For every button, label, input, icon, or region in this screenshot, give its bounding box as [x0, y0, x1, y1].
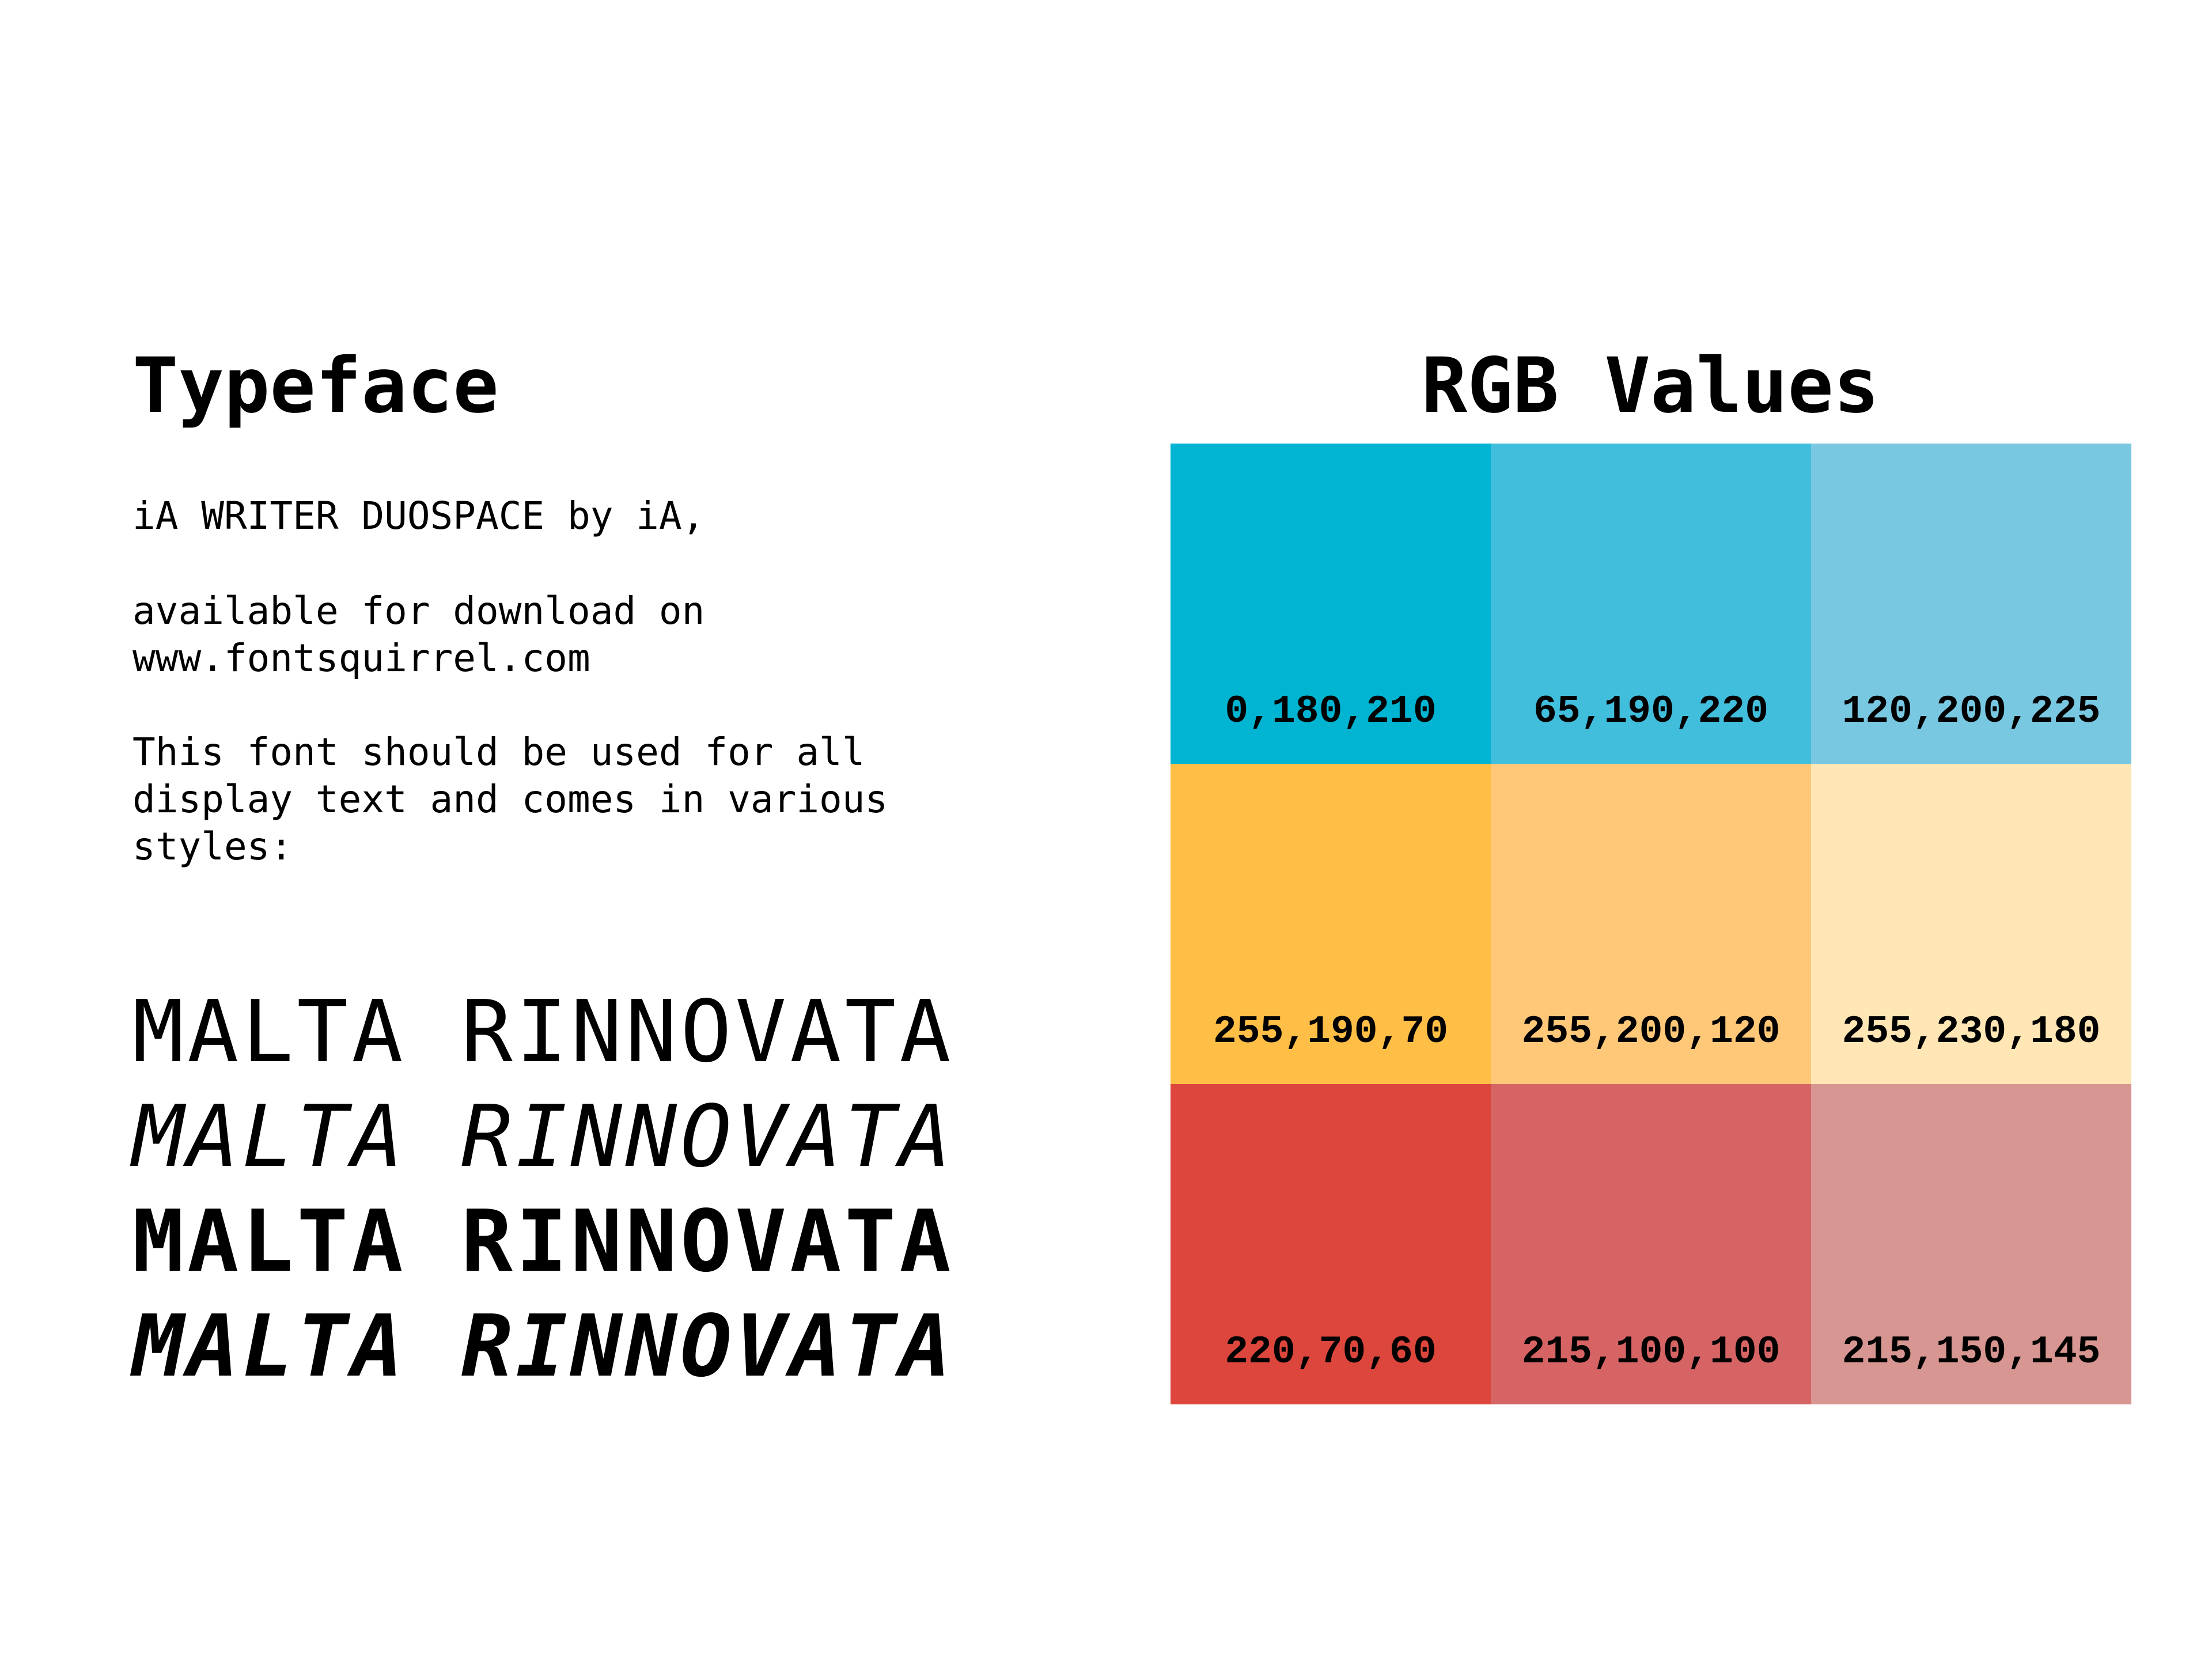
swatch-orange-3: 255,230,180: [1811, 764, 2131, 1084]
swatch-label: 215,150,145: [1842, 1330, 2101, 1374]
usage-text-line-3: styles:: [132, 824, 293, 869]
sample-bold-italic: MALTA RINNOVATA: [132, 1297, 955, 1396]
usage-info: This font should be used for all display…: [132, 729, 888, 870]
swatch-red-1: 220,70,60: [1171, 1084, 1491, 1404]
sample-bold: MALTA RINNOVATA: [132, 1192, 955, 1291]
download-url: www.fontsquirrel.com: [132, 636, 590, 680]
sample-regular: MALTA RINNOVATA: [132, 982, 955, 1081]
color-swatch-grid: 0,180,210 65,190,220 120,200,225 255,190…: [1171, 444, 2131, 1404]
font-name-text: iA WRITER DUOSPACE by iA,: [132, 494, 705, 538]
swatch-orange-1: 255,190,70: [1171, 764, 1491, 1084]
download-info: available for download on www.fontsquirr…: [132, 588, 704, 682]
rgb-values-heading: RGB Values: [1421, 342, 1880, 430]
typeface-heading: Typeface: [132, 342, 499, 430]
swatch-label: 255,230,180: [1842, 1010, 2101, 1054]
swatch-red-3: 215,150,145: [1811, 1084, 2131, 1404]
swatch-label: 65,190,220: [1533, 690, 1769, 734]
swatch-blue-2: 65,190,220: [1491, 444, 1811, 764]
swatch-label: 120,200,225: [1842, 690, 2101, 734]
download-text: available for download on: [132, 589, 705, 633]
swatch-blue-3: 120,200,225: [1811, 444, 2131, 764]
swatch-label: 255,190,70: [1213, 1010, 1449, 1054]
sample-italic: MALTA RINNOVATA: [132, 1087, 955, 1186]
swatch-blue-1: 0,180,210: [1171, 444, 1491, 764]
swatch-label: 215,100,100: [1521, 1330, 1781, 1374]
font-style-samples: MALTA RINNOVATA MALTA RINNOVATA MALTA RI…: [132, 979, 955, 1399]
swatch-label: 0,180,210: [1225, 690, 1437, 734]
usage-text-line-1: This font should be used for all: [132, 730, 865, 774]
swatch-red-2: 215,100,100: [1491, 1084, 1811, 1404]
swatch-label: 255,200,120: [1521, 1010, 1781, 1054]
swatch-orange-2: 255,200,120: [1491, 764, 1811, 1084]
usage-text-line-2: display text and comes in various: [132, 777, 888, 821]
swatch-label: 220,70,60: [1225, 1330, 1437, 1374]
